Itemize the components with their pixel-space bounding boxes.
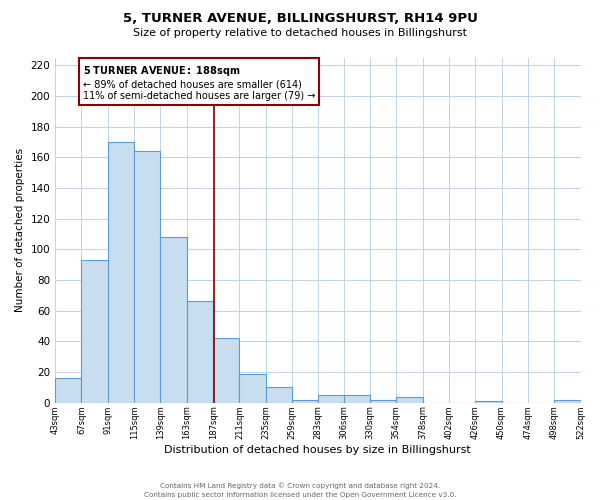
Bar xyxy=(319,395,344,402)
Bar xyxy=(134,151,160,403)
Text: Contains public sector information licensed under the Open Government Licence v3: Contains public sector information licen… xyxy=(144,492,456,498)
Bar xyxy=(160,237,187,402)
Bar xyxy=(266,388,292,402)
Text: $\mathbf{5\ TURNER\ AVENUE:\ 188sqm}$
← 89% of detached houses are smaller (614): $\mathbf{5\ TURNER\ AVENUE:\ 188sqm}$ ← … xyxy=(83,64,315,101)
Bar xyxy=(239,374,266,402)
X-axis label: Distribution of detached houses by size in Billingshurst: Distribution of detached houses by size … xyxy=(164,445,471,455)
Bar xyxy=(82,260,108,402)
Text: Contains HM Land Registry data © Crown copyright and database right 2024.: Contains HM Land Registry data © Crown c… xyxy=(160,482,440,489)
Bar xyxy=(55,378,82,402)
Bar xyxy=(292,400,319,402)
Bar xyxy=(108,142,134,403)
Bar xyxy=(344,395,370,402)
Bar xyxy=(187,302,213,402)
Y-axis label: Number of detached properties: Number of detached properties xyxy=(15,148,25,312)
Bar xyxy=(554,400,581,402)
Bar xyxy=(475,401,502,402)
Text: Size of property relative to detached houses in Billingshurst: Size of property relative to detached ho… xyxy=(133,28,467,38)
Bar xyxy=(370,400,396,402)
Text: 5, TURNER AVENUE, BILLINGSHURST, RH14 9PU: 5, TURNER AVENUE, BILLINGSHURST, RH14 9P… xyxy=(122,12,478,26)
Bar xyxy=(213,338,239,402)
Bar xyxy=(396,396,422,402)
